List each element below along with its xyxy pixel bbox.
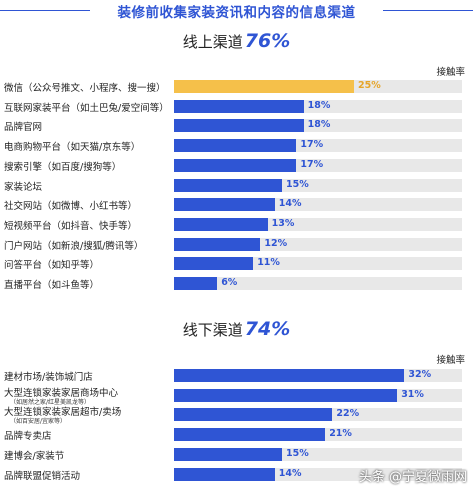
online-value-label: 17% [300,139,324,151]
online-bar [174,178,282,192]
online-bar-chart: 微信（公众号推文、小程序、搜一搜） 25% 互联网家装平台（如土巴兔/爱空间等） 18… [4,80,462,291]
online-bar [174,158,297,172]
online-value-label: 13% [271,217,295,229]
online-category-label: 互联网家装平台（如土巴兔/爱空间等） [4,102,169,114]
page-title-row: 装修前收集家装资讯和内容的信息渠道 [0,0,473,22]
offline-bar [174,447,282,461]
offline-category-label: 建博会/家装节 [4,450,65,462]
online-category-label: 搜索引擎（如百度/搜狗等） [4,161,122,173]
online-category-label: 短视频平台（如抖音、快手等） [4,220,138,232]
online-category-label: 门户网站（如新浪/搜狐/腾讯等） [4,240,144,252]
offline-value-label: 32% [408,369,432,380]
offline-category-sublabel: （如居然之家/红星美凯龙等） [10,398,91,406]
online-title-text: 线上渠道 [182,33,243,51]
online-category-label: 社交网站（如微博、小红书等） [4,201,138,213]
online-value-label: 18% [307,119,331,131]
online-category-label: 微信（公众号推文、小程序、搜一搜） [4,83,166,94]
online-axis-label: 接触率 [436,67,465,78]
offline-category-label: 大型连锁家装家居超市/卖场 [4,407,122,419]
online-bar [174,198,275,212]
online-category-label: 问答平台（如知乎等） [4,260,100,272]
offline-value-label: 22% [336,408,360,420]
offline-value-label: 21% [329,428,352,440]
online-bar-track [174,277,462,290]
offline-bar [174,369,405,382]
online-bar [174,277,218,290]
offline-category-label: 品牌专卖店 [4,431,52,443]
online-value-label: 12% [264,237,288,249]
offline-bar [174,428,326,442]
offline-category-label: 品牌联盟促销活动 [4,470,81,482]
online-value-label: 17% [300,158,324,170]
online-title-value: 76% [244,30,291,52]
online-value-label: 6% [221,277,238,288]
online-category-label: 直播平台（如斗鱼等） [4,280,100,291]
offline-value-label: 31% [401,388,424,400]
online-category-label: 品牌官网 [4,122,43,134]
offline-bar [174,388,398,402]
watermark: 头条 @宁夏微雨网 [358,470,467,485]
offline-title-text: 线下渠道 [182,321,243,339]
offline-category-sublabel: （如百安居/宜家等） [10,418,67,426]
online-value-label: 18% [307,99,331,111]
online-bar [174,80,354,93]
offline-section-title: 线下渠道 74% [0,318,473,340]
offline-value-label: 15% [286,447,309,459]
offline-value-label: 14% [278,467,302,479]
online-category-label: 电商购物平台（如天猫/京东等） [4,142,141,154]
page-title: 装修前收集家装资讯和内容的信息渠道 [117,5,356,21]
online-section-title: 线上渠道 76% [0,30,473,52]
title-rule-right [383,10,473,11]
online-value-label: 14% [278,198,302,210]
online-bar [174,139,297,153]
online-bar [174,119,304,133]
offline-category-label: 建材市场/装饰城门店 [4,372,93,383]
title-rule-left [0,10,90,11]
online-category-label: 家装论坛 [4,181,43,193]
offline-bar [174,467,275,481]
online-value-label: 25% [358,80,381,91]
offline-axis-label: 接触率 [436,355,465,366]
online-value-label: 11% [257,257,280,269]
offline-category-label: 大型连锁家装家居商场中心 [4,387,119,399]
online-value-label: 15% [286,178,309,190]
online-bar [174,257,254,271]
online-bar [174,237,261,251]
offline-bar [174,408,333,422]
online-bar [174,217,268,231]
offline-title-value: 74% [244,318,291,340]
online-bar [174,99,304,113]
